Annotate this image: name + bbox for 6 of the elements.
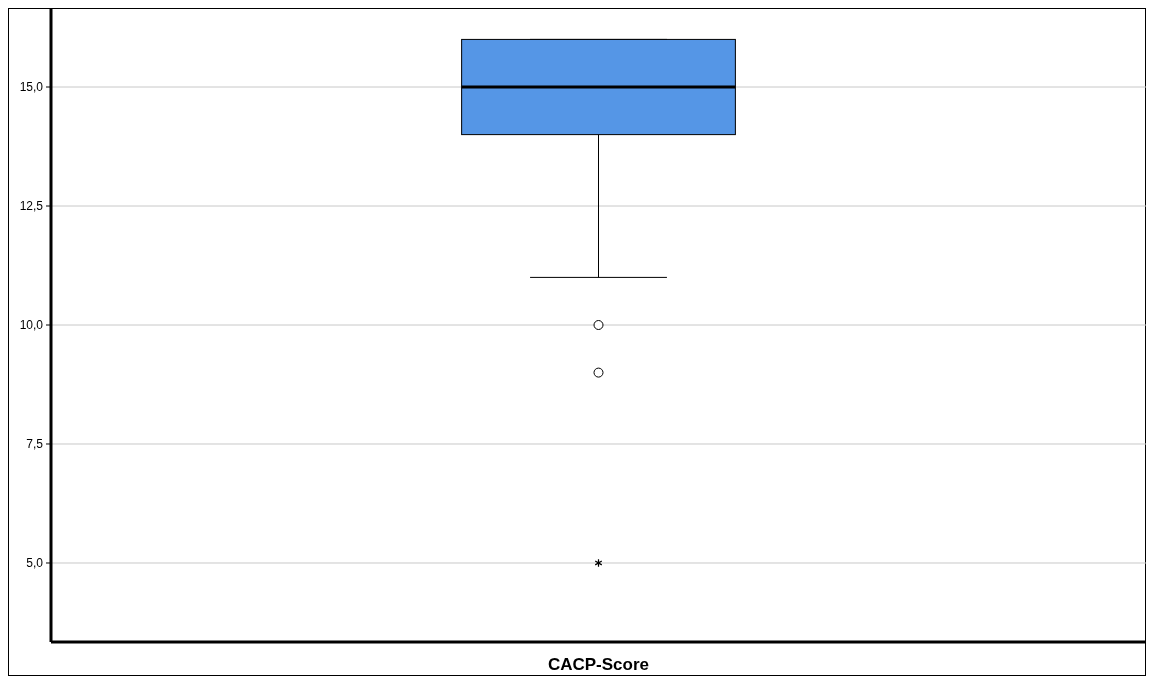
y-tick-label: 7,5	[26, 437, 44, 452]
y-tick-label: 12,5	[19, 199, 44, 214]
x-tick-label: CACP-Score	[547, 655, 650, 674]
y-tick-label: 15,0	[19, 80, 44, 95]
y-tick-label: 10,0	[19, 318, 44, 333]
y-tick-label: 5,0	[26, 556, 44, 571]
